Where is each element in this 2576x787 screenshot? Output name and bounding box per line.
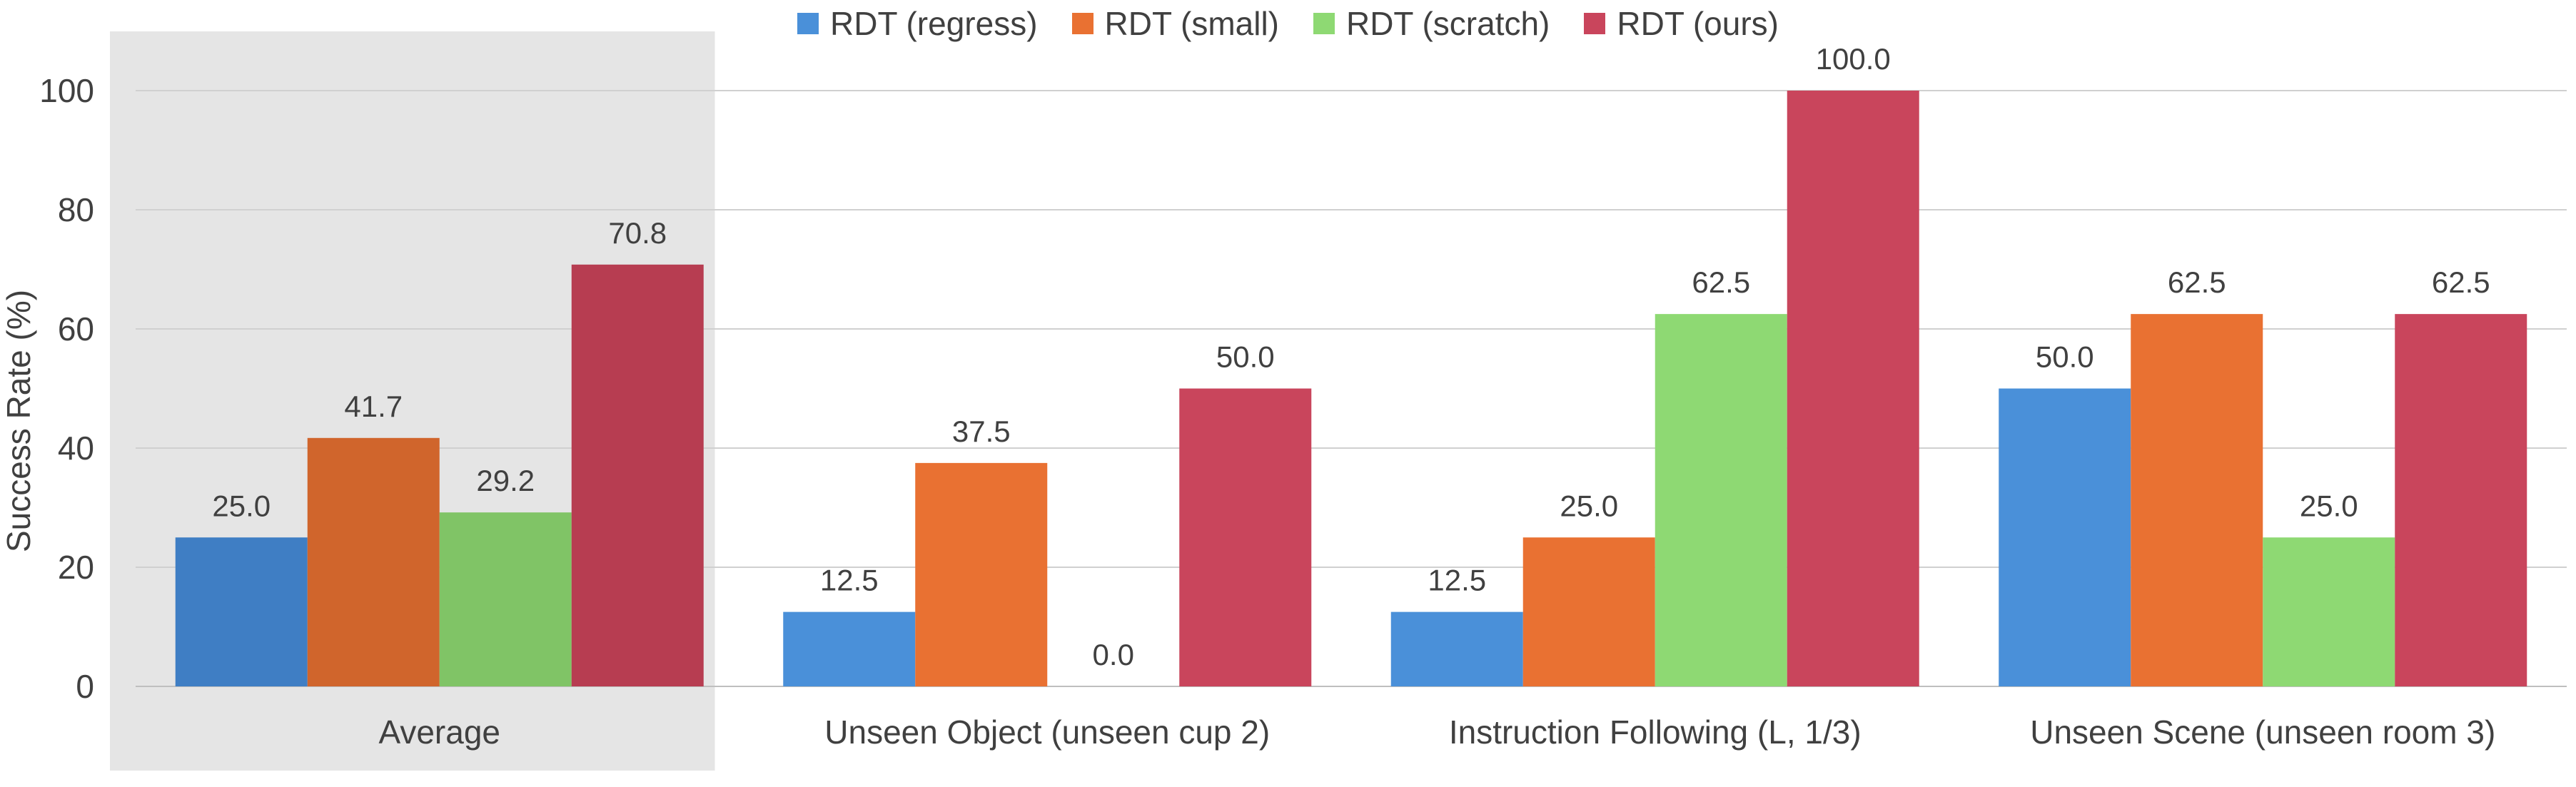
bar — [2395, 314, 2527, 686]
data-label: 50.0 — [2036, 340, 2094, 374]
legend: RDT (regress) RDT (small) RDT (scratch) … — [0, 4, 2576, 43]
bar — [783, 611, 916, 686]
bars — [175, 91, 2527, 686]
data-label: 50.0 — [1216, 340, 1275, 374]
legend-swatch-ours — [1584, 13, 1606, 34]
data-label: 25.0 — [2300, 489, 2358, 522]
y-tick-label: 60 — [58, 310, 94, 347]
bar — [915, 462, 1048, 686]
data-label: 100.0 — [1816, 42, 1891, 76]
bar — [439, 512, 572, 686]
data-label: 62.5 — [1692, 265, 1750, 299]
data-label: 25.0 — [212, 489, 271, 522]
y-tick-label: 40 — [58, 430, 94, 467]
data-label: 0.0 — [1093, 638, 1134, 671]
legend-item-small: RDT (small) — [1071, 4, 1279, 43]
data-label: 62.5 — [2432, 265, 2490, 299]
legend-label-scratch: RDT (scratch) — [1345, 5, 1550, 42]
bar — [175, 537, 308, 686]
legend-swatch-regress — [797, 13, 819, 34]
category-labels: Average Unseen Object (unseen cup 2) Instr… — [378, 714, 2495, 751]
data-label: 70.8 — [608, 216, 667, 250]
category-label: Unseen Scene (unseen room 3) — [2030, 714, 2495, 751]
legend-swatch-scratch — [1313, 13, 1335, 34]
bar — [1999, 388, 2131, 686]
data-label: 12.5 — [820, 564, 879, 597]
y-axis-ticks: 0 20 40 60 80 100 — [39, 72, 94, 705]
bar — [307, 437, 440, 686]
legend-item-scratch: RDT (scratch) — [1313, 4, 1550, 43]
data-label: 37.5 — [952, 415, 1011, 448]
y-tick-label: 20 — [58, 549, 94, 586]
y-tick-label: 100 — [39, 72, 94, 109]
bar — [2263, 537, 2395, 686]
y-tick-label: 0 — [76, 668, 94, 705]
y-tick-label: 80 — [58, 191, 94, 228]
data-label: 62.5 — [2168, 265, 2226, 299]
data-label: 41.7 — [344, 390, 403, 423]
bar — [1522, 537, 1655, 686]
legend-swatch-small — [1071, 13, 1093, 34]
data-label: 12.5 — [1428, 564, 1486, 597]
category-label: Instruction Following (L, 1/3) — [1449, 714, 1862, 751]
bar — [1655, 314, 1787, 686]
bar — [1390, 611, 1523, 686]
y-axis-title: Success Rate (%) — [0, 290, 37, 552]
legend-item-regress: RDT (regress) — [797, 4, 1038, 43]
data-labels: 25.0 41.7 29.2 70.8 12.5 37.5 0.0 50.0 12.5 25.0 6… — [212, 42, 2490, 671]
legend-item-ours: RDT (ours) — [1584, 4, 1779, 43]
data-label: 29.2 — [476, 464, 535, 497]
category-label: Average — [378, 714, 500, 751]
bar — [571, 264, 704, 686]
data-label: 25.0 — [1560, 489, 1618, 522]
bar — [1179, 388, 1312, 686]
bar — [1787, 91, 1919, 686]
category-label: Unseen Object (unseen cup 2) — [824, 714, 1270, 751]
legend-label-ours: RDT (ours) — [1617, 5, 1779, 42]
legend-label-small: RDT (small) — [1104, 5, 1279, 42]
bar — [2131, 314, 2263, 686]
legend-label-regress: RDT (regress) — [830, 5, 1038, 42]
